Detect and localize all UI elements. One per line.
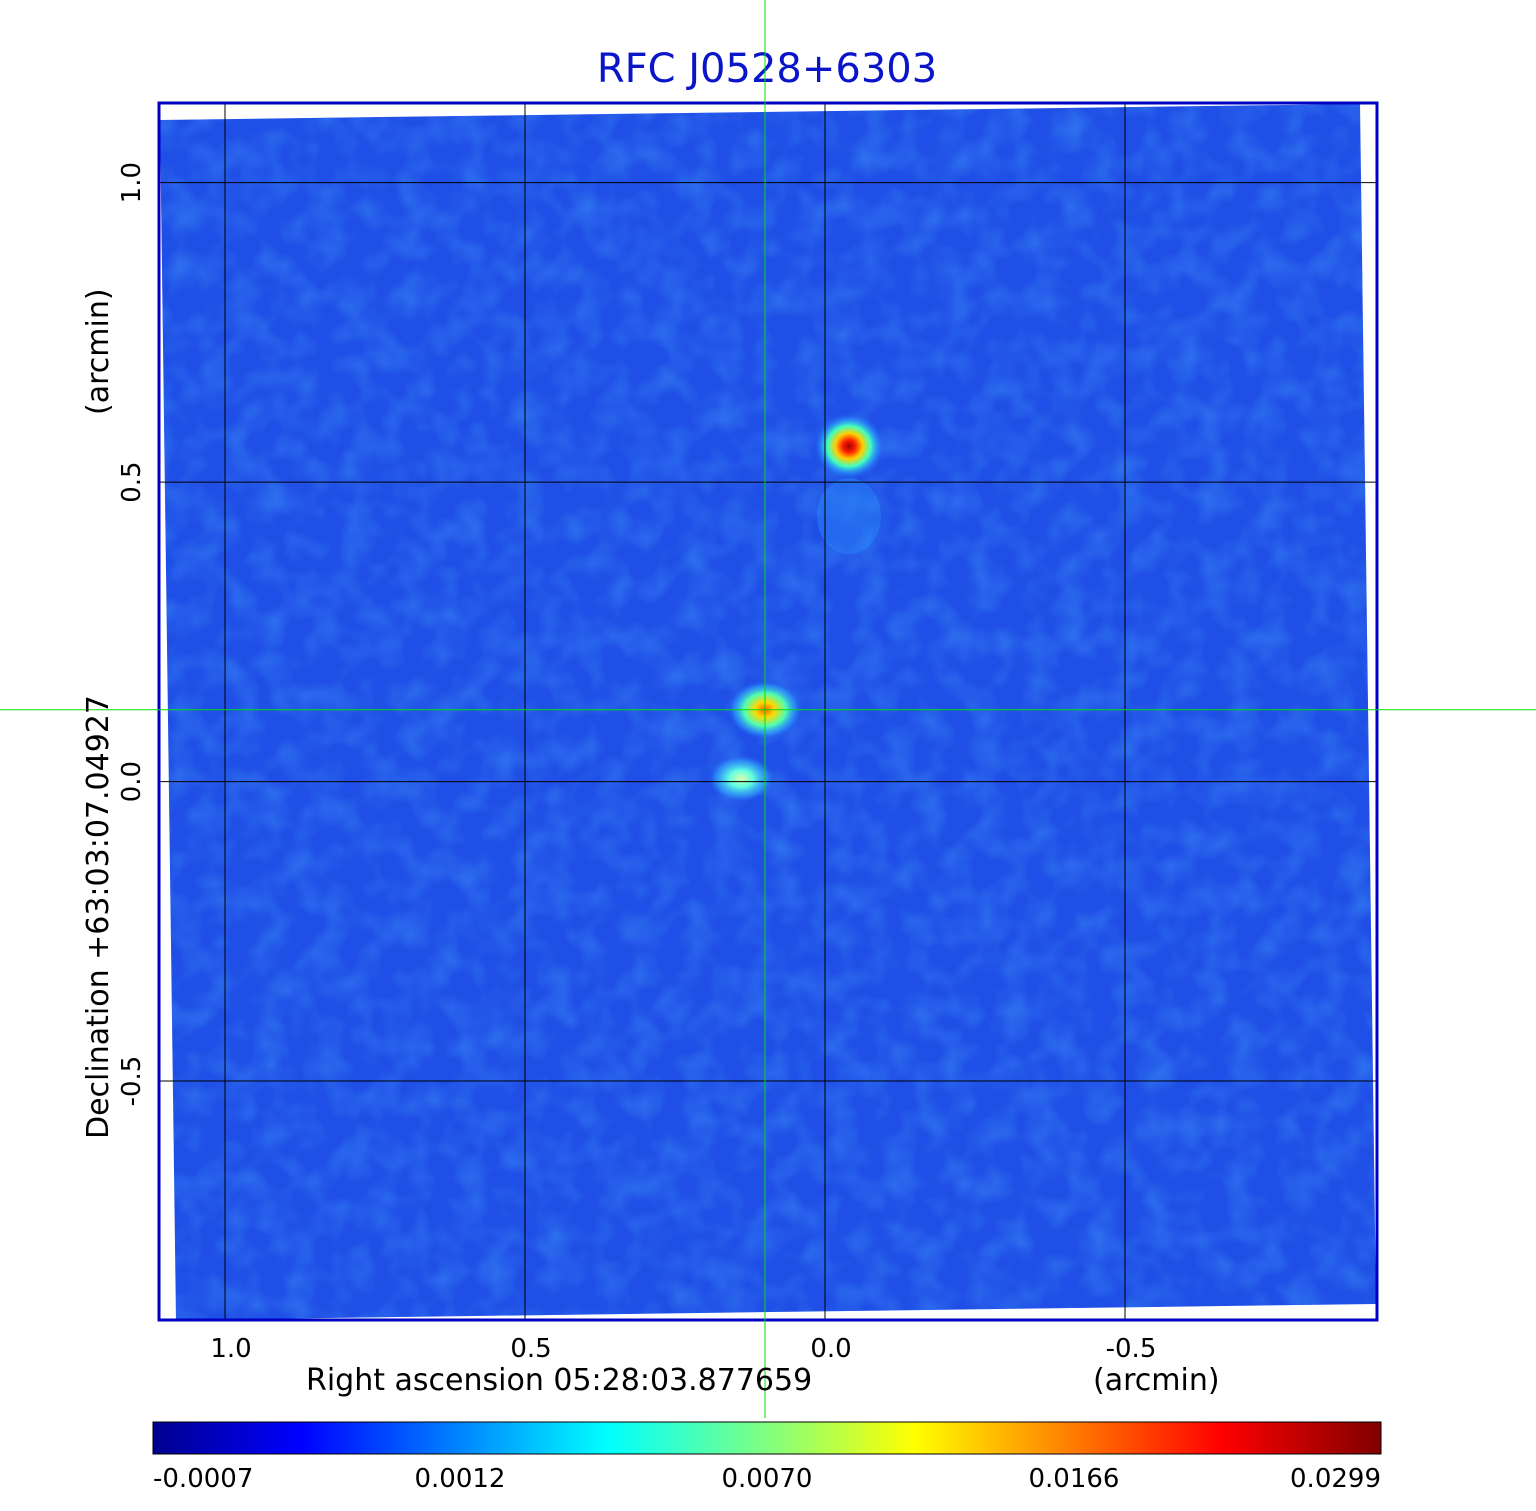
colorbar-tick-label-3: 0.0166 [1029, 1464, 1120, 1494]
chart-title: RFC J0528+6303 [597, 46, 937, 92]
colorbar-tick-label-1: 0.0012 [415, 1464, 506, 1494]
crosshair [0, 0, 1536, 1418]
x-axis-label: Right ascension 05:28:03.877659 [306, 1363, 812, 1398]
colorbar-tick-label-4: 0.0299 [1290, 1464, 1381, 1494]
y-tick-label-3: -0.5 [117, 1056, 147, 1107]
y-tick-label-2: 0.0 [117, 761, 147, 802]
source-0 [813, 412, 885, 481]
x-tick-label-2: 0.0 [810, 1334, 851, 1364]
x-tick-label-1: 0.5 [510, 1334, 551, 1364]
y-tick-label-1: 0.5 [117, 461, 147, 502]
colorbar [152, 1421, 1382, 1455]
x-tick-label-3: -0.5 [1106, 1334, 1157, 1364]
grid-layer [159, 103, 1377, 1320]
x-tick-label-0: 1.0 [210, 1334, 251, 1364]
colorbar-tick-label-0: -0.0007 [153, 1464, 253, 1494]
source-2 [707, 754, 775, 803]
sky-image [160, 104, 1376, 1320]
colorbar-tick-label-2: 0.0070 [722, 1464, 813, 1494]
y-axis-unit: (arcmin) [81, 288, 116, 415]
colorbar-tick-labels: -0.0007 0.0012 0.0070 0.0166 0.0299 [153, 1464, 1381, 1494]
source-0-extension [817, 478, 881, 555]
plot-frame [157, 101, 1379, 1322]
y-tick-label-0: 1.0 [117, 162, 147, 203]
x-axis-unit: (arcmin) [1093, 1363, 1220, 1398]
y-axis-label: Declination +63:03:07.04927 [81, 695, 116, 1139]
y-tick-labels: 1.0 0.5 0.0 -0.5 [117, 162, 147, 1106]
x-tick-labels: 1.0 0.5 0.0 -0.5 [210, 1334, 1156, 1364]
